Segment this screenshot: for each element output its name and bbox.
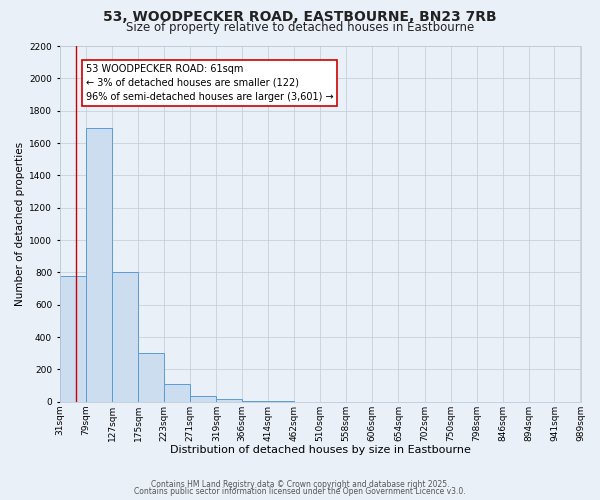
- Text: 53 WOODPECKER ROAD: 61sqm
← 3% of detached houses are smaller (122)
96% of semi-: 53 WOODPECKER ROAD: 61sqm ← 3% of detach…: [86, 64, 334, 102]
- Bar: [242, 401, 268, 402]
- Text: 53, WOODPECKER ROAD, EASTBOURNE, BN23 7RB: 53, WOODPECKER ROAD, EASTBOURNE, BN23 7R…: [103, 10, 497, 24]
- Bar: [60, 276, 86, 402]
- Bar: [217, 400, 242, 402]
- Y-axis label: Number of detached properties: Number of detached properties: [15, 142, 25, 306]
- Bar: [190, 396, 217, 402]
- Text: Contains HM Land Registry data © Crown copyright and database right 2025.: Contains HM Land Registry data © Crown c…: [151, 480, 449, 489]
- Bar: [112, 272, 138, 402]
- Text: Contains public sector information licensed under the Open Government Licence v3: Contains public sector information licen…: [134, 487, 466, 496]
- Bar: [86, 128, 112, 402]
- Bar: [138, 353, 164, 402]
- X-axis label: Distribution of detached houses by size in Eastbourne: Distribution of detached houses by size …: [170, 445, 470, 455]
- Bar: [164, 384, 190, 402]
- Text: Size of property relative to detached houses in Eastbourne: Size of property relative to detached ho…: [126, 22, 474, 35]
